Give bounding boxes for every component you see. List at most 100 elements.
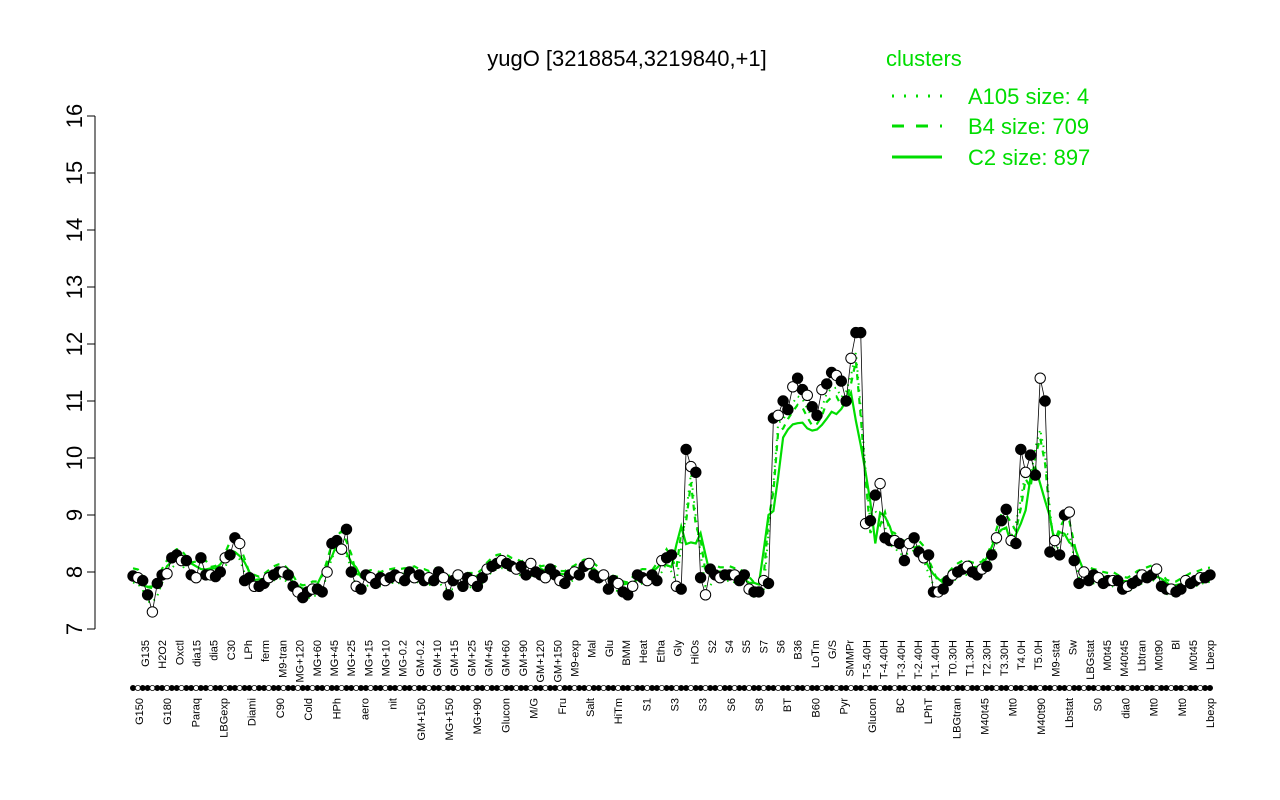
rug-mark — [804, 685, 811, 692]
x-tick-label: MG+10 — [381, 640, 393, 676]
rug-mark — [964, 685, 971, 692]
rug-mark — [605, 685, 612, 692]
legend: clusters A105 size: 4 B4 size: 709 C2 si… — [886, 46, 1090, 170]
data-point — [195, 552, 207, 564]
x-tick-label: GM+10 — [432, 640, 444, 676]
data-point — [583, 557, 595, 570]
y-tick-label: 15 — [62, 161, 87, 185]
rug-mark — [1153, 685, 1160, 692]
x-tick-label: GM+120 — [535, 640, 547, 683]
data-point — [442, 589, 454, 601]
rug-mark — [1056, 685, 1063, 692]
rug-mark — [338, 685, 345, 692]
x-tick-label: M9-tran — [277, 640, 289, 678]
y-tick-label: 8 — [62, 566, 87, 578]
rug-mark — [304, 685, 311, 692]
rug-mark — [814, 685, 821, 692]
data-point — [190, 572, 202, 584]
data-point — [224, 549, 236, 561]
legend-label-b4: B4 size: 709 — [968, 114, 1089, 139]
y-tick-label: 14 — [62, 218, 87, 242]
data-point — [801, 389, 813, 401]
y-tick-label: 7 — [62, 623, 87, 635]
data-point — [151, 577, 164, 590]
rug-mark — [765, 685, 772, 692]
rug-mark — [615, 685, 622, 692]
x-tick-label: S2 — [707, 640, 719, 653]
x-tick-label: Mt0 — [1149, 698, 1161, 716]
rug-mark — [634, 685, 641, 692]
rug-mark — [168, 685, 175, 692]
data-point — [146, 606, 159, 618]
data-point — [791, 372, 804, 384]
x-tick-label: Glucon — [867, 698, 879, 733]
x-tick-label: S6 — [726, 698, 738, 711]
data-point — [282, 569, 294, 581]
data-point — [680, 443, 692, 456]
data-point — [597, 569, 610, 581]
x-tick-label: S3 — [698, 698, 710, 711]
rug-mark — [678, 685, 685, 692]
rug-mark — [197, 685, 204, 692]
data-point — [520, 569, 532, 581]
data-point — [1015, 443, 1027, 456]
rug-mark — [755, 685, 762, 692]
rug-mark — [406, 685, 413, 692]
rug-mark — [1143, 685, 1150, 692]
rug-mark — [1027, 685, 1034, 692]
data-point — [995, 515, 1008, 527]
rug-mark — [784, 685, 791, 692]
rug-mark — [236, 685, 243, 692]
data-point — [675, 583, 687, 595]
data-point — [161, 568, 173, 580]
x-tick-label: MG-0.2 — [398, 640, 410, 677]
x-tick-label: HiTm — [613, 698, 625, 724]
x-tick-label: C90 — [275, 698, 287, 718]
rug-mark — [556, 685, 563, 692]
data-point — [137, 574, 149, 587]
x-tick-label: BT — [782, 698, 794, 712]
rug-mark — [508, 685, 515, 692]
rug-mark — [1076, 685, 1083, 692]
x-tick-label: MG+15 — [363, 640, 375, 676]
x-tick-label: LPhT — [923, 698, 935, 725]
rug-mark — [445, 685, 452, 692]
data-point — [476, 572, 488, 584]
data-point — [753, 586, 765, 598]
rug-mark — [396, 685, 403, 692]
data-point — [1175, 583, 1187, 595]
x-tick-label: GM+150 — [552, 640, 564, 683]
y-tick-label: 11 — [62, 390, 87, 413]
legend-label-a105: A105 size: 4 — [968, 84, 1089, 109]
rug-mark — [746, 685, 753, 692]
x-tick-label: SMMPr — [844, 640, 856, 677]
data-point — [777, 395, 789, 407]
data-point — [316, 586, 328, 598]
x-tick-label: LBGstat — [1085, 640, 1097, 680]
rug-mark — [1173, 685, 1180, 692]
rug-mark — [726, 685, 733, 692]
rug-mark — [1114, 685, 1121, 692]
x-tick-label: M9-exp — [569, 640, 581, 677]
rug-mark — [566, 685, 573, 692]
rug-mark — [484, 685, 491, 692]
data-point — [1039, 395, 1051, 407]
data-point — [1019, 466, 1032, 478]
x-tick-label: M40t45 — [1119, 640, 1131, 677]
x-tick-label: T-4.40H — [879, 640, 891, 679]
rug-mark — [518, 685, 525, 692]
rug-mark — [357, 685, 364, 692]
x-tick-label: M9-stat — [1050, 640, 1062, 677]
x-tick-label: Sw — [1068, 640, 1080, 655]
rug-mark — [416, 685, 423, 692]
data-point — [908, 532, 920, 544]
x-tick-label: Mt0 — [1177, 698, 1189, 716]
chart-title: yugO [3218854,3219840,+1] — [487, 46, 767, 71]
x-tick-label: dia0 — [1120, 698, 1132, 719]
rug-mark — [945, 685, 952, 692]
x-tick-label: aero — [360, 698, 372, 720]
rug-mark — [387, 685, 394, 692]
data-point — [1204, 569, 1216, 581]
rug-mark — [687, 685, 694, 692]
